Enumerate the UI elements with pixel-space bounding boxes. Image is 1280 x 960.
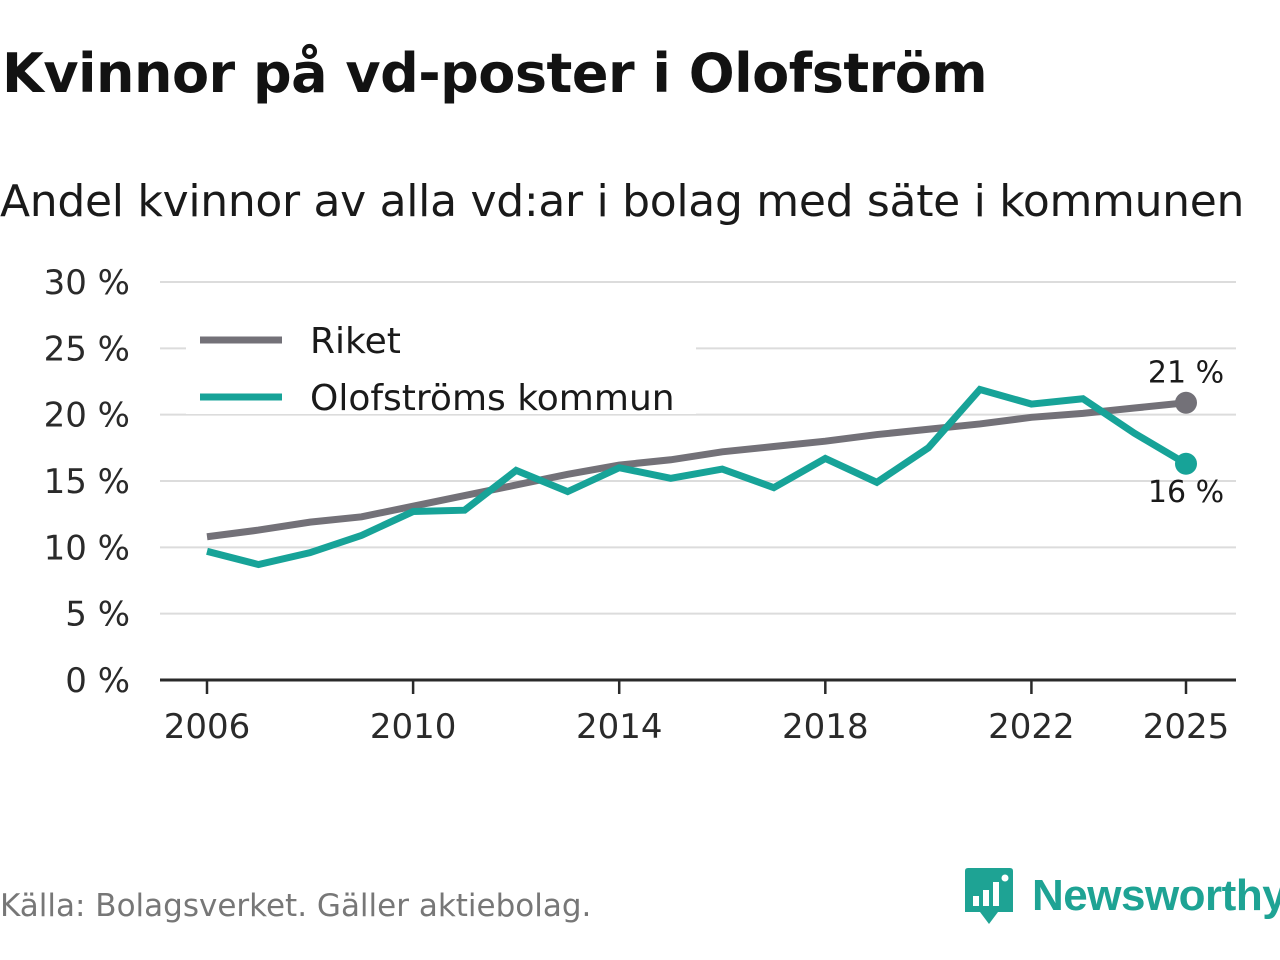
- brand-logo: Newsworthy: [964, 864, 1280, 928]
- series-end-marker: [1175, 391, 1197, 414]
- source-note: Källa: Bolagsverket. Gäller aktiebolag.: [0, 888, 592, 924]
- y-tick-label: 25 %: [44, 329, 130, 369]
- y-tick-label: 0 %: [65, 661, 130, 701]
- legend-label: Riket: [310, 321, 401, 362]
- series-lines: [206, 385, 1188, 569]
- y-tick-label: 20 %: [44, 396, 130, 436]
- x-tick-label: 2018: [782, 707, 869, 747]
- series-line: [206, 385, 1188, 569]
- x-axis: 2006 2010 2014 2018 2022 2025: [160, 678, 1236, 747]
- x-tick-label: 2022: [988, 707, 1075, 747]
- y-tick-label: 15 %: [44, 462, 130, 502]
- series-end-marker: [1175, 452, 1197, 475]
- x-tick-label: 2025: [1143, 707, 1230, 747]
- newsworthy-chart-icon: [965, 868, 1013, 924]
- x-tick-label: 2006: [164, 707, 251, 747]
- y-tick-label: 10 %: [44, 528, 130, 568]
- brand-name: Newsworthy: [1032, 871, 1280, 920]
- y-tick-label: 30 %: [44, 263, 130, 303]
- y-tick-label: 5 %: [65, 595, 130, 635]
- chart-subtitle: Andel kvinnor av alla vd:ar i bolag med …: [0, 176, 1245, 227]
- legend-label: Olofströms kommun: [310, 378, 675, 419]
- x-tick-label: 2014: [576, 707, 663, 747]
- series-endpoints: 21 % 16 %: [1148, 356, 1224, 510]
- legend: Riket Olofströms kommun: [186, 308, 696, 419]
- chart-title: Kvinnor på vd-poster i Olofström: [2, 42, 988, 105]
- x-tick-label: 2010: [370, 707, 457, 747]
- series-end-label: 16 %: [1148, 475, 1224, 510]
- series-line: [206, 399, 1187, 541]
- series-end-label: 21 %: [1148, 356, 1224, 391]
- y-axis-ticks: 0 % 5 % 10 % 15 % 20 % 25 % 30 %: [44, 263, 130, 701]
